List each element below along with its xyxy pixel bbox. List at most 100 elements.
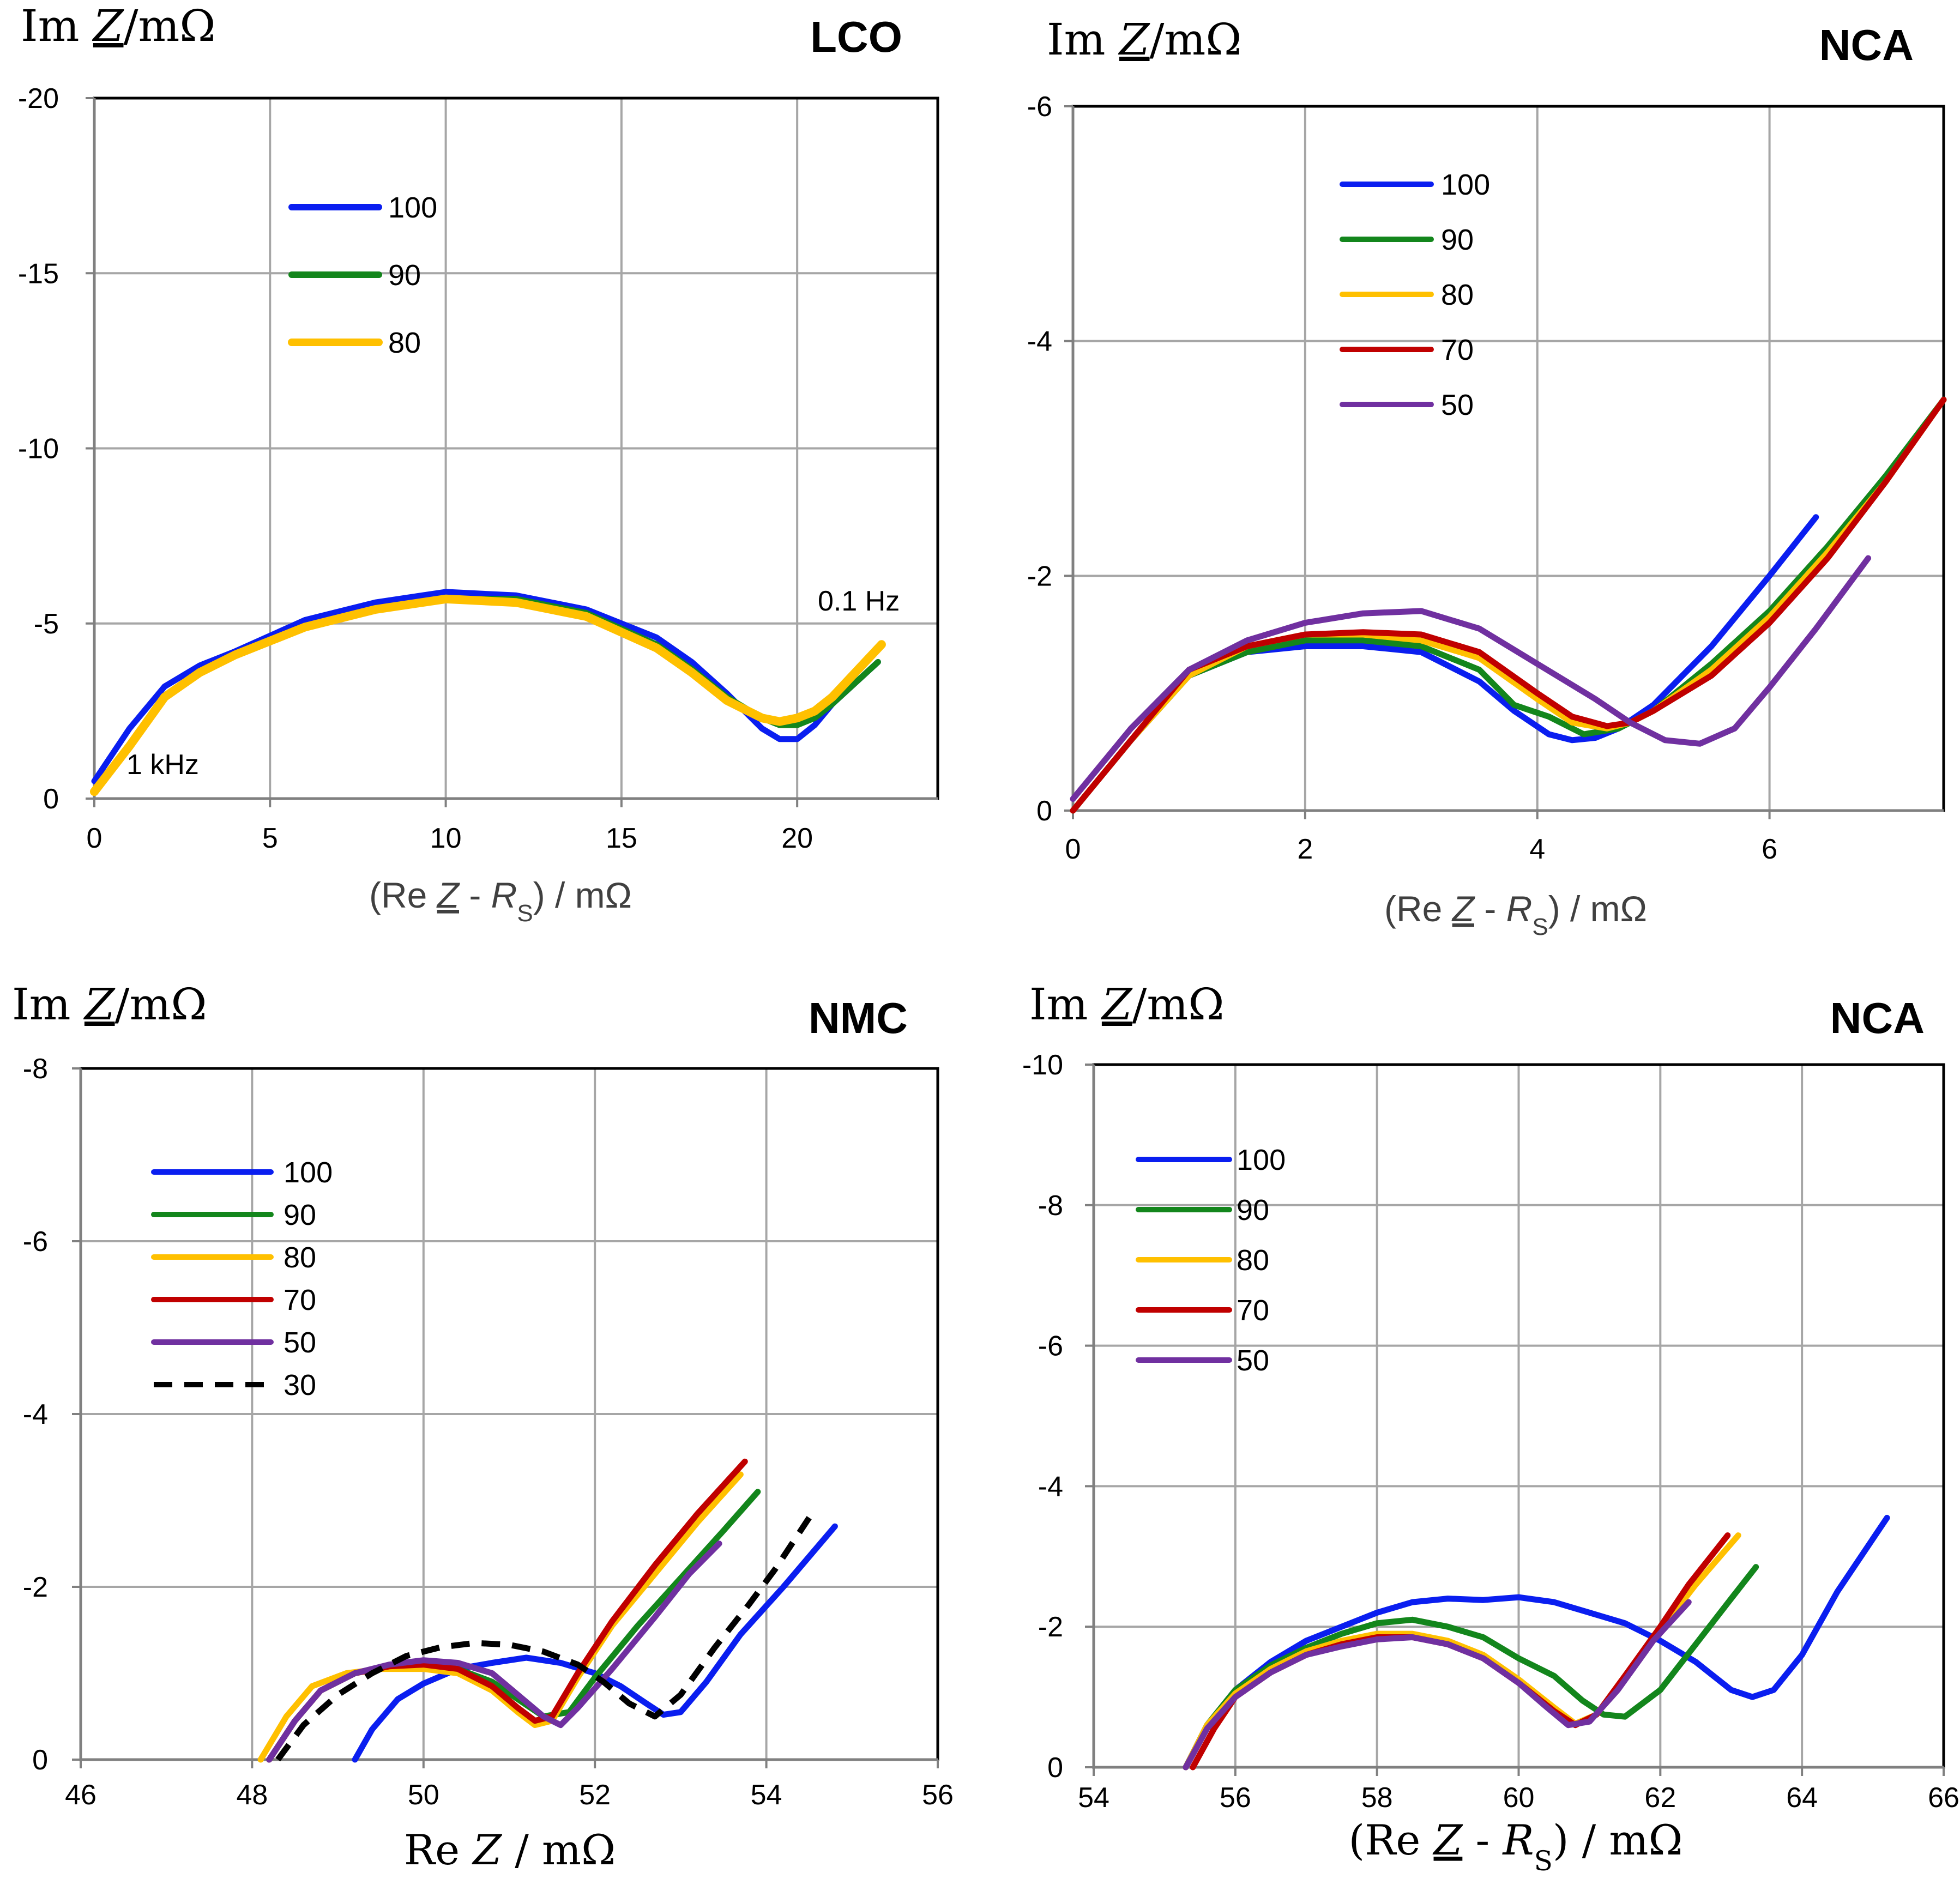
y-axis-label-part: Im <box>1047 14 1119 65</box>
y-tick-label: -2 <box>1027 560 1052 592</box>
y-axis-label-part: Z <box>1118 14 1150 65</box>
legend-label: 30 <box>284 1369 316 1401</box>
panel-title: NMC <box>809 994 908 1042</box>
panel-nca-top: 0 2 4 6 0 -2 -4 -6 NCA Im Z/mΩ (Re Z - RS) / mΩ 100… <box>1027 14 1947 940</box>
y-axis-label-part: Im <box>1029 979 1102 1030</box>
y-tick-label: -6 <box>1038 1331 1063 1362</box>
x-tick-label: 15 <box>606 823 637 854</box>
y-tick-label: -5 <box>34 608 59 640</box>
series-line-70 <box>1070 396 1947 814</box>
legend-label: 90 <box>284 1199 316 1231</box>
legend-label: 90 <box>388 259 421 292</box>
series-line-80 <box>257 1471 744 1763</box>
x-axis-label-part: Re <box>404 1826 473 1874</box>
y-axis-label: Im Z/mΩ <box>1047 14 1242 65</box>
y-tick-label: -4 <box>1038 1471 1063 1502</box>
legend-label: 50 <box>1237 1344 1269 1377</box>
y-tick-label: -8 <box>23 1053 48 1085</box>
x-axis-label-part: (Re <box>1384 889 1452 929</box>
y-tick-label: -6 <box>1027 91 1052 123</box>
x-axis-label-part: Z <box>472 1826 502 1874</box>
y-axis-label-part: /mΩ <box>1132 979 1224 1030</box>
x-tick-label: 6 <box>1762 833 1777 865</box>
x-axis-label: (Re Z - RS) / mΩ <box>1349 1816 1683 1877</box>
legend-label: 100 <box>388 191 437 224</box>
legend-label: 90 <box>1441 223 1474 256</box>
frequency-annotation: 1 kHz <box>126 749 199 781</box>
legend-label: 50 <box>284 1326 316 1359</box>
x-tick-label: 5 <box>262 823 278 854</box>
x-axis-label-part: ) / mΩ <box>533 875 632 915</box>
legend-label: 100 <box>284 1156 333 1189</box>
x-tick-label: 58 <box>1361 1782 1393 1814</box>
series-line-50 <box>266 1540 722 1763</box>
x-tick-label: 54 <box>1078 1782 1109 1814</box>
y-axis-label-part: /mΩ <box>114 979 207 1030</box>
y-axis-label-part: /mΩ <box>123 1 215 51</box>
series-line-80 <box>1070 396 1947 814</box>
x-axis-label-part: Z <box>1451 889 1476 929</box>
x-axis-label-part: (Re <box>1349 1816 1434 1864</box>
x-tick-label: 54 <box>751 1779 782 1811</box>
legend-label: 70 <box>284 1284 316 1316</box>
legend-label: 80 <box>388 327 421 359</box>
x-axis-label-part: R <box>1506 889 1533 929</box>
series-line-80 <box>90 594 886 796</box>
y-axis-label: Im Z/mΩ <box>1029 979 1225 1030</box>
series-line-90 <box>1183 1564 1759 1771</box>
y-tick-label: -10 <box>1022 1049 1063 1081</box>
y-axis-label: Im Z/mΩ <box>21 1 216 51</box>
x-tick-label: 52 <box>579 1779 611 1811</box>
x-tick-label: 56 <box>1220 1782 1251 1814</box>
series-line-90 <box>1070 396 1947 814</box>
y-tick-label: -10 <box>18 433 59 465</box>
x-tick-label: 66 <box>1928 1782 1959 1814</box>
x-tick-label: 60 <box>1503 1782 1535 1814</box>
y-axis-label-part: Im <box>12 979 85 1030</box>
y-tick-label: -8 <box>1038 1190 1063 1222</box>
panel-nmc: 46 48 50 52 54 56 0 -2 -4 -6 -8 NMC Im Z/mΩ Re Z / mΩ… <box>12 979 954 1874</box>
y-tick-label: 0 <box>32 1744 48 1776</box>
x-axis-label-part: S <box>1534 1845 1553 1877</box>
y-tick-label: -2 <box>23 1572 48 1603</box>
x-tick-label: 62 <box>1644 1782 1676 1814</box>
x-tick-label: 4 <box>1529 833 1545 865</box>
x-tick-label: 0 <box>87 823 102 854</box>
y-axis-label-part: /mΩ <box>1149 14 1241 65</box>
x-tick-label: 2 <box>1297 833 1313 865</box>
x-axis-label-part: S <box>1532 914 1548 940</box>
legend-label: 80 <box>1441 279 1474 311</box>
y-tick-label: -2 <box>1038 1611 1063 1643</box>
x-axis-label-part: R <box>491 875 517 915</box>
series-line-100 <box>1070 514 1819 814</box>
legend-label: 80 <box>1237 1244 1269 1277</box>
x-tick-label: 20 <box>781 823 813 854</box>
x-tick-label: 48 <box>236 1779 268 1811</box>
y-axis-label-part: Z <box>83 979 116 1030</box>
legend-label: 90 <box>1237 1194 1269 1227</box>
frequency-annotation: 0.1 Hz <box>818 585 900 617</box>
y-axis-label-part: Z <box>92 1 124 51</box>
y-tick-label: -4 <box>23 1399 48 1430</box>
x-axis-label-part: - <box>459 875 491 915</box>
y-tick-label: 0 <box>1036 795 1052 827</box>
x-axis-label-part: / mΩ <box>502 1826 616 1874</box>
y-axis-label-part: Im <box>21 1 93 51</box>
series-line-100 <box>91 589 881 784</box>
x-tick-label: 56 <box>922 1779 954 1811</box>
x-axis-label-part: - <box>1462 1816 1503 1864</box>
y-tick-label: 0 <box>43 783 59 815</box>
y-tick-label: 0 <box>1047 1752 1063 1784</box>
series-line-100 <box>1183 1514 1890 1771</box>
panel-lco: 0 5 10 15 20 0 -5 -10 -15 -20 LCO Im Z/mΩ (Re Z - RS… <box>18 1 939 927</box>
panel-nca-bottom: 54 56 58 60 62 64 66 0 -2 -4 -6 -8 -10 NCA Im Z/mΩ (Re … <box>1022 979 1959 1877</box>
panel-title: LCO <box>810 13 902 61</box>
x-tick-label: 46 <box>65 1779 97 1811</box>
x-axis-label: Re Z / mΩ <box>404 1826 616 1874</box>
y-axis-label: Im Z/mΩ <box>12 979 207 1030</box>
legend-label: 100 <box>1441 168 1490 201</box>
series-line-90 <box>91 596 881 795</box>
x-axis-label-part: - <box>1474 889 1506 929</box>
x-axis-label-part: (Re <box>369 875 437 915</box>
